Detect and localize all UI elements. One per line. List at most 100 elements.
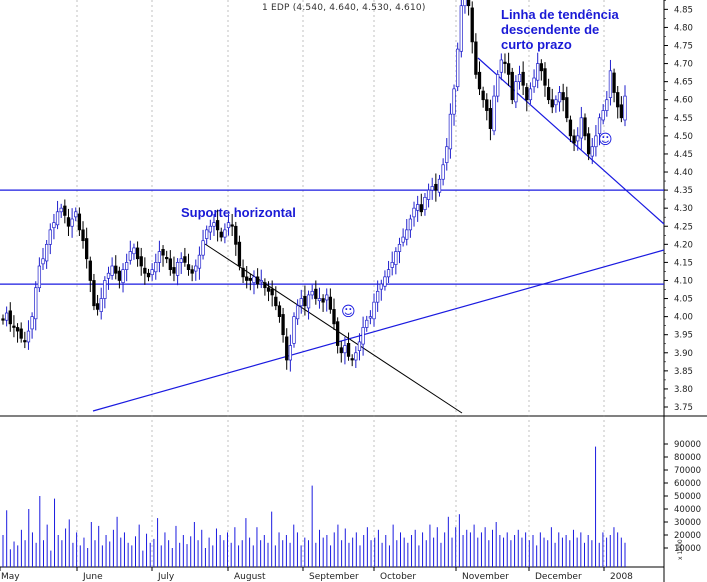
candle-body: [576, 135, 580, 142]
x-tick-label: October: [380, 572, 416, 582]
candle-body: [230, 224, 234, 227]
candle-body: [539, 63, 543, 72]
candle-body: [270, 288, 274, 296]
candle-body: [55, 211, 60, 226]
candle-body: [110, 265, 114, 276]
x-tick-label: September: [309, 572, 359, 582]
candle-body: [306, 294, 311, 309]
price-tick-label: 4.00: [674, 313, 693, 323]
candle-body: [241, 267, 245, 278]
price-tick-label: 4.40: [674, 168, 693, 178]
candle-body: [74, 211, 78, 218]
volume-tick-label: 20000: [674, 531, 701, 541]
candle-body: [503, 61, 507, 64]
candle-body: [452, 88, 456, 115]
candle-body: [157, 251, 162, 263]
trend-line-annotation-line-1: Linha de tendência: [501, 7, 619, 22]
x-tick-label: June: [82, 572, 103, 582]
candle-body: [234, 225, 238, 245]
candle-body: [583, 117, 587, 137]
candle-body: [212, 222, 216, 227]
price-tick-label: 4.75: [674, 42, 693, 52]
candle-body: [277, 305, 282, 317]
candle-body: [12, 325, 16, 328]
candle-body: [532, 77, 536, 88]
volume-tick-label: 30000: [674, 518, 701, 528]
candle-body: [201, 240, 205, 256]
candle-body: [197, 254, 202, 269]
candle-body: [499, 59, 503, 73]
candle-body: [616, 92, 620, 108]
candle-body: [474, 41, 478, 75]
candle-body: [154, 262, 158, 273]
candle-body: [488, 108, 493, 129]
candle-body: [117, 270, 122, 281]
candle-body: [4, 312, 9, 321]
price-tick-label: 4.05: [674, 295, 693, 305]
candle-body: [215, 220, 220, 231]
candle-body: [361, 327, 365, 345]
volume-tick-label: 80000: [674, 453, 701, 463]
price-tick-label: 3.90: [674, 349, 693, 359]
candle-body: [88, 260, 92, 281]
candle-body: [612, 72, 616, 93]
price-tick-label: 3.75: [674, 403, 693, 413]
price-tick-label: 4.20: [674, 240, 693, 250]
candle-body: [434, 183, 438, 191]
candle-body: [350, 358, 354, 361]
x-tick-label: May: [1, 572, 20, 582]
candle-body: [26, 330, 31, 343]
candle-body: [594, 135, 598, 148]
candle-body: [430, 186, 434, 191]
candle-body: [328, 296, 333, 310]
candle-body: [121, 269, 125, 283]
candle-body: [536, 63, 540, 81]
candle-body: [292, 316, 296, 344]
candle-body: [310, 290, 314, 296]
support-annotation: Suporte horizontal: [181, 205, 296, 220]
candle-body: [146, 272, 151, 278]
candle-body: [285, 336, 289, 361]
candle-body: [394, 251, 398, 265]
candle-body: [44, 243, 49, 262]
candle-body: [34, 287, 38, 320]
candle-body: [274, 296, 278, 307]
candle-body: [248, 277, 252, 281]
candle-body: [561, 92, 565, 101]
candle-body: [183, 256, 187, 263]
price-tick-label: 4.55: [674, 114, 693, 124]
candle-body: [70, 218, 74, 227]
candle-body: [23, 340, 27, 343]
candle-body: [485, 99, 489, 111]
price-tick-label: 3.95: [674, 331, 693, 341]
candle-body: [608, 70, 613, 98]
candle-body: [255, 276, 260, 285]
candle-body: [245, 276, 249, 281]
candle-body: [412, 207, 416, 218]
candle-body: [408, 218, 413, 231]
candle-body: [386, 269, 391, 278]
candle-body: [15, 327, 20, 332]
candle-body: [557, 92, 562, 103]
candle-body: [521, 71, 525, 86]
candle-body: [368, 316, 373, 319]
candle-body: [528, 88, 533, 101]
candle-body: [572, 135, 576, 144]
price-tick-label: 4.35: [674, 186, 693, 196]
candle-body: [376, 290, 380, 303]
candle-body: [525, 87, 529, 101]
candle-body: [543, 68, 547, 86]
x-tick-label: 2008: [610, 572, 633, 582]
volume-tick-label: 40000: [674, 505, 701, 515]
candle-body: [579, 117, 584, 139]
candle-body: [383, 276, 387, 287]
smiley-icon: ☺: [341, 304, 356, 320]
candle-body: [52, 222, 56, 229]
candle-body: [1, 318, 5, 321]
candle-body: [506, 63, 511, 75]
candle-body: [343, 345, 347, 354]
candle-body: [325, 294, 329, 301]
candle-body: [623, 95, 627, 121]
candle-body: [365, 319, 369, 328]
candle-body: [266, 287, 271, 292]
